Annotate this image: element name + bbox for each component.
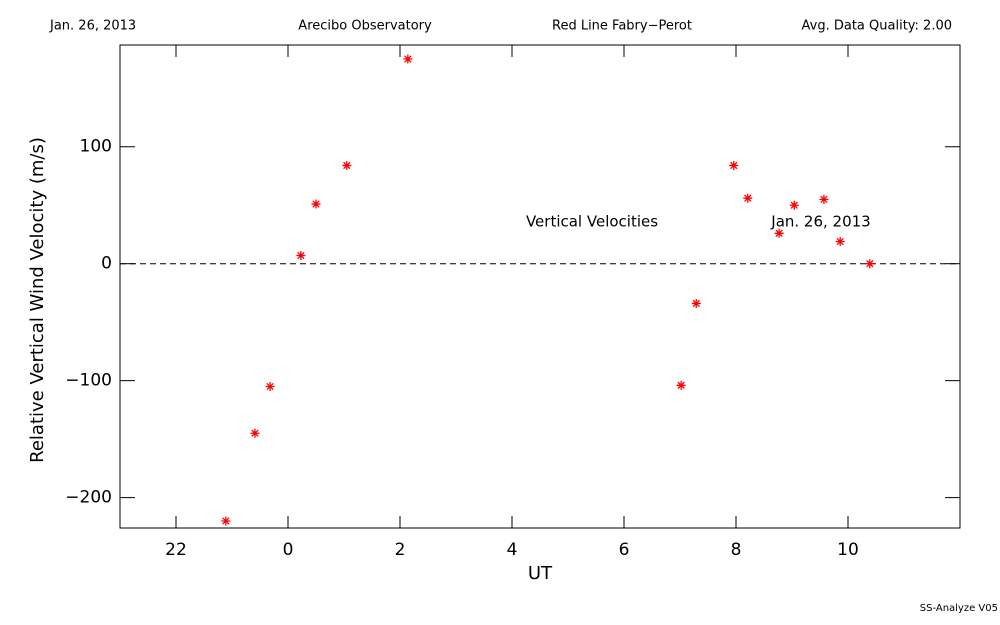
annotation: Jan. 26, 2013 <box>770 213 870 231</box>
x-tick-label: 10 <box>837 540 859 560</box>
data-point <box>342 160 352 170</box>
x-axis-label: UT <box>528 563 553 584</box>
y-tick-label: −200 <box>65 488 112 508</box>
data-point <box>743 193 753 203</box>
header-quality: Avg. Data Quality: 2.00 <box>802 19 952 34</box>
x-tick-label: 6 <box>619 540 630 560</box>
y-tick-label: 100 <box>80 137 112 157</box>
data-point <box>835 236 845 246</box>
data-point <box>774 228 784 238</box>
x-tick-label: 4 <box>507 540 518 560</box>
x-tick-label: 22 <box>165 540 187 560</box>
data-point <box>865 259 875 269</box>
data-point <box>789 200 799 210</box>
data-point <box>729 160 739 170</box>
data-point <box>311 199 321 209</box>
data-point <box>265 381 275 391</box>
data-point <box>250 428 260 438</box>
data-point <box>691 298 701 308</box>
footer: SS-Analyze V05 <box>920 603 998 614</box>
y-axis-label: Relative Vertical Wind Velocity (m/s) <box>27 137 48 463</box>
y-tick-label: 0 <box>101 254 112 274</box>
plot-frame <box>119 44 961 529</box>
x-tick-label: 2 <box>395 540 406 560</box>
data-point <box>676 380 686 390</box>
data-point <box>819 194 829 204</box>
data-point <box>296 251 306 261</box>
header-instrument: Red Line Fabry−Perot <box>552 19 692 34</box>
header-site: Arecibo Observatory <box>298 19 432 34</box>
annotation: Vertical Velocities <box>526 213 658 231</box>
x-tick-label: 8 <box>731 540 742 560</box>
y-tick-label: −100 <box>65 371 112 391</box>
data-point <box>403 54 413 64</box>
data-point <box>221 516 231 526</box>
header-date: Jan. 26, 2013 <box>49 19 136 34</box>
x-tick-label: 0 <box>283 540 294 560</box>
